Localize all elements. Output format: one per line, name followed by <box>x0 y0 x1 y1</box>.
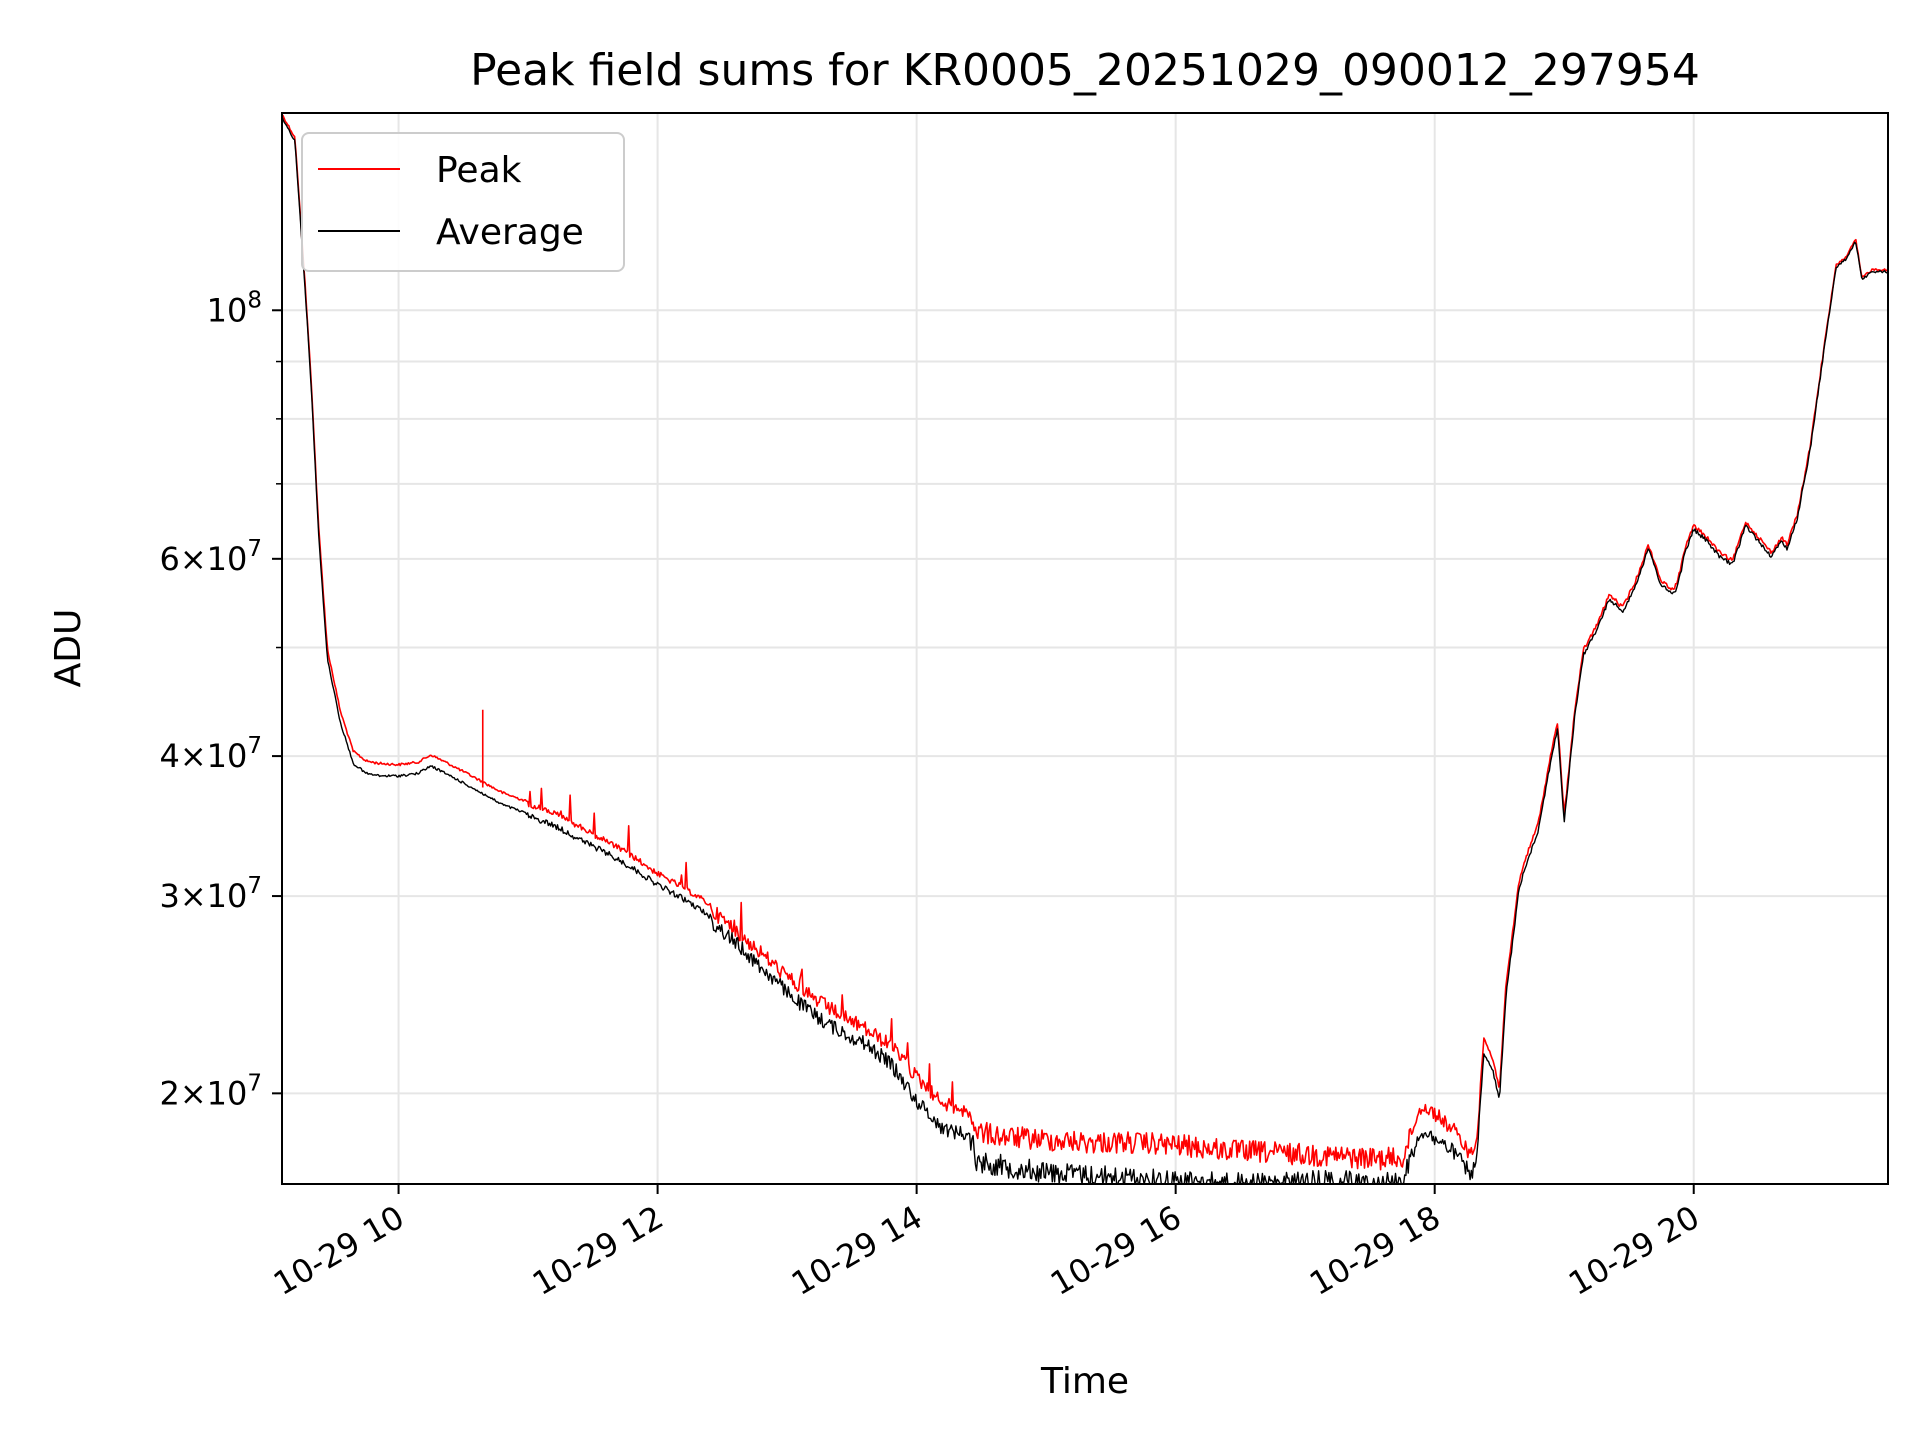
chart-title: Peak field sums for KR0005_20251029_0900… <box>470 45 1700 96</box>
plot-area-frame <box>281 112 1889 1185</box>
y-axis: 2×107 3×107 4×107 6×107 108 <box>159 287 282 1112</box>
y-tick-label: 108 <box>207 287 262 329</box>
legend: Peak Average <box>301 132 625 272</box>
y-axis-label: ADU <box>48 609 89 688</box>
y-tick-label: 2×107 <box>159 1070 262 1112</box>
series-line-average <box>281 116 1889 1185</box>
grid <box>282 113 1888 1184</box>
series-line-peak <box>281 114 1889 1171</box>
y-tick-label: 4×107 <box>159 733 262 775</box>
legend-label-average: Average <box>436 212 584 253</box>
y-tick-label: 6×107 <box>159 536 262 578</box>
legend-box <box>301 132 625 272</box>
x-axis-label: Time <box>1040 1361 1129 1402</box>
y-tick-label: 3×107 <box>159 873 262 915</box>
plot-series <box>281 114 1889 1185</box>
legend-label-peak: Peak <box>436 150 522 191</box>
